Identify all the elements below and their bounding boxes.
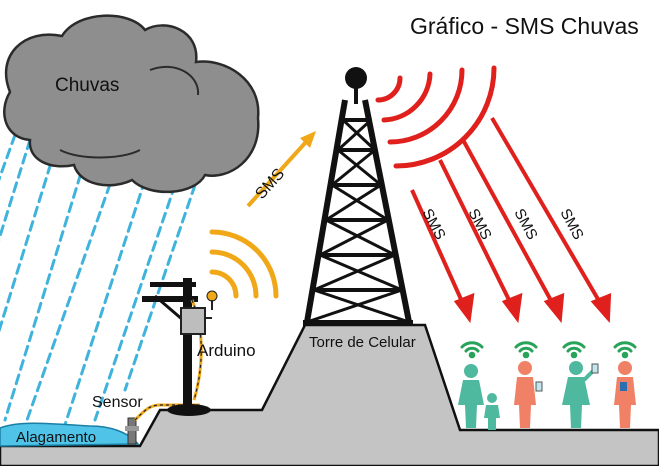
arduino-signal-icon	[209, 229, 279, 299]
ground	[0, 323, 659, 466]
cell-tower	[303, 67, 413, 326]
tower-label: Torre de Celular	[309, 334, 416, 351]
person-child-teal	[484, 393, 500, 430]
sms-label-2: SMS	[464, 206, 494, 243]
person-salmon-2	[614, 361, 636, 428]
utility-pole	[142, 278, 211, 416]
arduino-box	[180, 290, 218, 335]
person-adult-teal	[458, 364, 484, 428]
sms-arrows-red	[410, 116, 612, 324]
sms-label-1: SMS	[418, 206, 448, 243]
sms-arrow-1	[410, 189, 475, 324]
flood-label: Alagamento	[16, 429, 96, 446]
sms-arrow-2	[438, 159, 523, 324]
rain-drops	[0, 133, 197, 442]
sms-label-arduino: SMS	[252, 166, 288, 203]
person-salmon-1	[514, 361, 543, 428]
wifi-icon-1	[460, 341, 484, 359]
wifi-icon-3	[562, 341, 586, 359]
sensor-label: Sensor	[92, 394, 143, 411]
wifi-icon-2	[514, 341, 538, 359]
wifi-icon-4	[613, 341, 637, 359]
cloud-label: Chuvas	[55, 75, 119, 96]
person-teal-2	[562, 361, 599, 428]
sms-arrow-3	[460, 137, 565, 324]
sms-arrow-arduino	[246, 131, 316, 208]
tower-signal-icon	[375, 65, 497, 169]
arduino-label: Arduino	[197, 341, 256, 360]
cloud-icon	[3, 14, 260, 194]
sms-arrow-4	[490, 116, 612, 324]
sensor-icon	[125, 403, 200, 445]
wifi-icons	[460, 341, 637, 359]
diagram-title: Gráfico - SMS Chuvas	[410, 13, 639, 39]
